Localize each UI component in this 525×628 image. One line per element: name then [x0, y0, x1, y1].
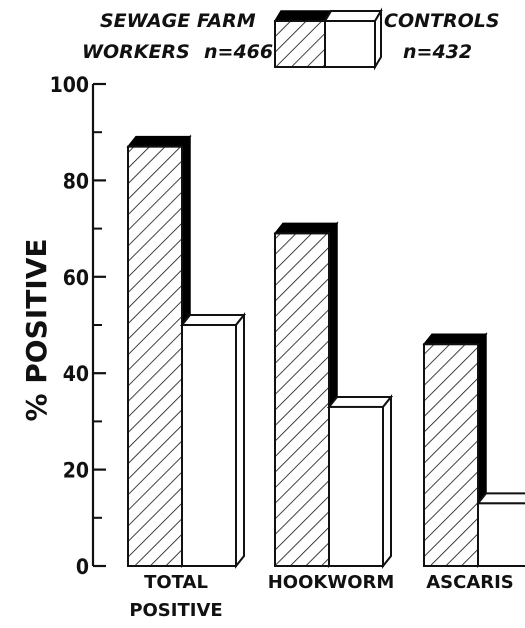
y-tick-label: 80	[63, 169, 89, 193]
bar-controls	[326, 394, 394, 569]
y-axis-label: % POSITIVE	[20, 238, 53, 421]
legend-series-1-name-line-2: WORKERS	[82, 41, 190, 63]
legend-series-1-n-label: n=466	[204, 41, 273, 63]
legend-swatch-sewage-farm-workers	[273, 10, 333, 68]
legend-series-1-name-line-1: SEWAGE FARM	[100, 10, 256, 32]
bar-controls	[179, 312, 247, 569]
legend-series-2-name: CONTROLS	[384, 10, 500, 32]
y-tick-label: 100	[50, 73, 89, 97]
category-label: TOTAL	[144, 572, 208, 593]
bar-sewage-farm-workers	[126, 134, 192, 569]
y-tick-label: 0	[76, 555, 89, 579]
legend-series-2-n-label: n=432	[403, 41, 472, 63]
legend: SEWAGE FARM WORKERS n=466 CONTROLS n=432	[82, 7, 500, 71]
y-tick-label: 40	[63, 362, 89, 386]
category-labels: TOTAL POSITIVE HOOKWORM ASCARIS	[129, 572, 513, 621]
y-tick-label: 20	[63, 459, 89, 483]
y-axis: 0 20 40 60 80 100	[50, 73, 106, 579]
legend-swatch-controls	[323, 7, 383, 71]
bar-sewage-farm-workers	[422, 332, 488, 569]
category-label: HOOKWORM	[268, 572, 395, 593]
y-tick-label: 60	[63, 266, 89, 290]
bar-controls	[475, 492, 525, 567]
bar-sewage-farm-workers	[273, 221, 339, 569]
bars	[126, 134, 525, 569]
category-label: ASCARIS	[426, 572, 514, 593]
category-label: POSITIVE	[129, 600, 222, 621]
